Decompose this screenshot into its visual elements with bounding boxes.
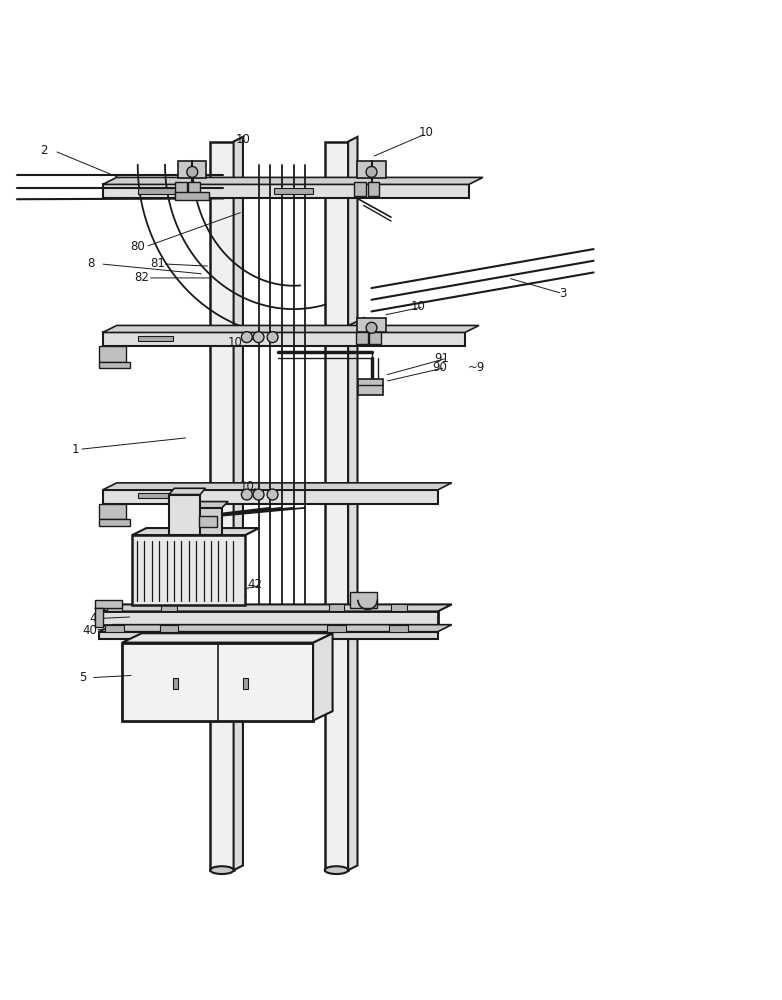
Bar — [99, 519, 130, 526]
Polygon shape — [122, 633, 332, 643]
Text: 4: 4 — [90, 612, 97, 625]
Text: 3: 3 — [559, 287, 566, 300]
Text: 7: 7 — [239, 589, 246, 602]
Polygon shape — [313, 633, 332, 721]
Text: 5: 5 — [80, 671, 87, 684]
Text: 40: 40 — [82, 624, 97, 637]
Bar — [389, 625, 408, 632]
Ellipse shape — [325, 866, 348, 874]
Bar — [178, 161, 206, 178]
Text: 8: 8 — [88, 257, 95, 270]
Polygon shape — [99, 604, 452, 611]
Text: 42: 42 — [247, 578, 262, 591]
Text: 82: 82 — [135, 271, 149, 284]
Text: 1: 1 — [72, 443, 79, 456]
Bar — [105, 625, 124, 632]
Bar — [99, 362, 130, 368]
Bar — [132, 535, 246, 605]
Bar — [327, 625, 346, 632]
Bar — [358, 379, 383, 395]
Bar — [391, 604, 407, 611]
Circle shape — [242, 489, 253, 500]
Circle shape — [187, 166, 198, 177]
Polygon shape — [348, 137, 357, 870]
Text: 10: 10 — [235, 133, 250, 146]
Text: 90: 90 — [432, 361, 447, 374]
Circle shape — [267, 332, 278, 343]
Polygon shape — [99, 625, 452, 632]
Circle shape — [253, 332, 264, 343]
Circle shape — [242, 332, 253, 343]
Bar — [95, 600, 122, 608]
Bar — [160, 625, 178, 632]
Bar — [138, 336, 173, 341]
Bar — [99, 504, 126, 519]
Polygon shape — [102, 177, 483, 184]
Text: 10: 10 — [228, 336, 242, 349]
Ellipse shape — [210, 866, 234, 874]
Bar — [138, 188, 177, 194]
Bar — [102, 332, 465, 346]
Bar — [274, 188, 313, 194]
Circle shape — [267, 489, 278, 500]
Bar — [350, 592, 377, 608]
Circle shape — [366, 166, 377, 177]
Circle shape — [366, 322, 377, 333]
Bar — [175, 182, 187, 196]
Polygon shape — [102, 325, 479, 332]
Polygon shape — [234, 137, 243, 870]
Bar — [356, 332, 368, 344]
Bar — [169, 495, 200, 535]
Bar — [95, 608, 102, 627]
Bar — [102, 490, 438, 504]
Bar — [243, 678, 249, 689]
Bar — [199, 516, 217, 527]
Bar — [122, 643, 313, 721]
Bar — [99, 632, 438, 639]
Bar — [102, 184, 469, 198]
Bar — [210, 142, 234, 870]
Bar — [194, 508, 222, 535]
Text: 2: 2 — [41, 144, 48, 157]
Bar — [106, 604, 122, 611]
Bar — [369, 332, 381, 344]
Bar — [138, 493, 173, 498]
Bar — [357, 318, 386, 332]
Text: 41: 41 — [94, 601, 109, 614]
Bar — [173, 678, 178, 689]
Polygon shape — [169, 488, 206, 495]
Bar — [161, 604, 177, 611]
Text: 91: 91 — [434, 352, 449, 365]
Bar — [354, 182, 366, 196]
Polygon shape — [194, 502, 228, 508]
Bar — [188, 182, 200, 196]
Bar — [325, 142, 348, 870]
Text: 10: 10 — [411, 300, 425, 313]
Bar — [99, 611, 438, 625]
Bar — [357, 161, 386, 178]
Bar — [328, 604, 344, 611]
Circle shape — [253, 489, 264, 500]
Text: 81: 81 — [150, 257, 165, 270]
Polygon shape — [132, 528, 260, 535]
Text: ~9: ~9 — [468, 361, 486, 374]
Polygon shape — [102, 483, 452, 490]
Bar — [175, 192, 210, 200]
Bar — [99, 346, 126, 362]
Bar — [368, 182, 379, 196]
Text: 80: 80 — [131, 240, 145, 253]
Text: 10: 10 — [418, 126, 433, 139]
Text: 10: 10 — [239, 480, 254, 493]
